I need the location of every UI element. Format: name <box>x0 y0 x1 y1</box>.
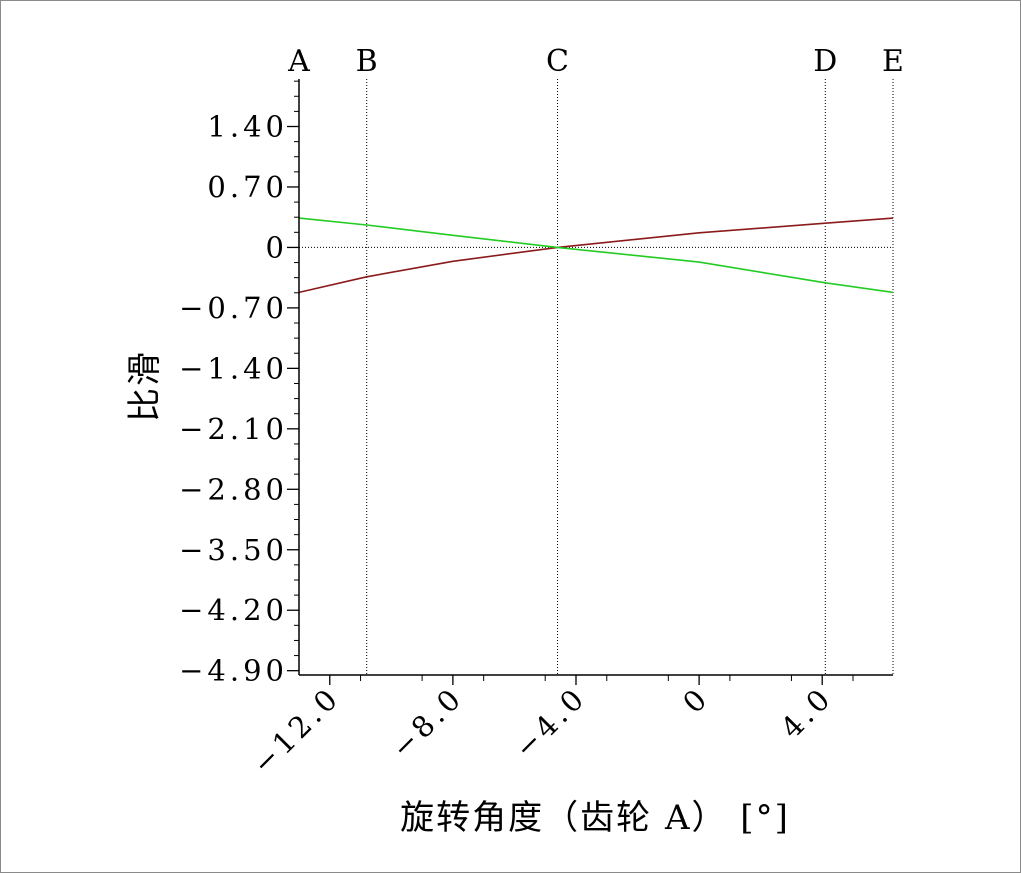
series-layer <box>298 217 894 294</box>
marker-label-d: D <box>813 44 837 79</box>
marker-lines-layer: A B C D E <box>287 44 904 675</box>
y-tick-label: −2.80 <box>179 472 288 506</box>
series-line-1 <box>298 217 894 294</box>
y-tick-label: −0.70 <box>179 291 288 325</box>
y-tick-label: 0.70 <box>207 170 288 204</box>
y-tick-label: −4.90 <box>179 654 288 688</box>
x-tick-label: −4.0 <box>508 680 593 765</box>
tick-labels-layer: 1.40 0.70 0 −0.70 −1.40 −2.10 −2.80 −3.50 −4.20 −… <box>179 110 839 781</box>
x-tick-label: −12.0 <box>246 680 347 781</box>
x-axis-title: 旋转角度（齿轮 A） [°] <box>400 798 790 838</box>
marker-label-c: C <box>546 44 569 79</box>
axes-layer <box>287 79 893 685</box>
y-tick-label: −1.40 <box>179 351 288 385</box>
y-axis-title: 比滑 <box>125 350 165 422</box>
x-tick-label: 4.0 <box>774 680 839 745</box>
y-tick-label: −3.50 <box>179 533 288 567</box>
y-tick-label: −2.10 <box>179 412 288 446</box>
marker-label-a: A <box>287 44 310 79</box>
y-tick-label: 0 <box>266 230 288 264</box>
series-line-2 <box>298 217 894 294</box>
y-tick-label: 1.40 <box>207 110 288 144</box>
marker-label-b: B <box>356 44 378 79</box>
x-tick-label: −8.0 <box>385 680 470 765</box>
marker-label-e: E <box>882 44 904 79</box>
x-tick-label: 0 <box>676 680 716 720</box>
y-tick-label: −4.20 <box>179 593 288 627</box>
